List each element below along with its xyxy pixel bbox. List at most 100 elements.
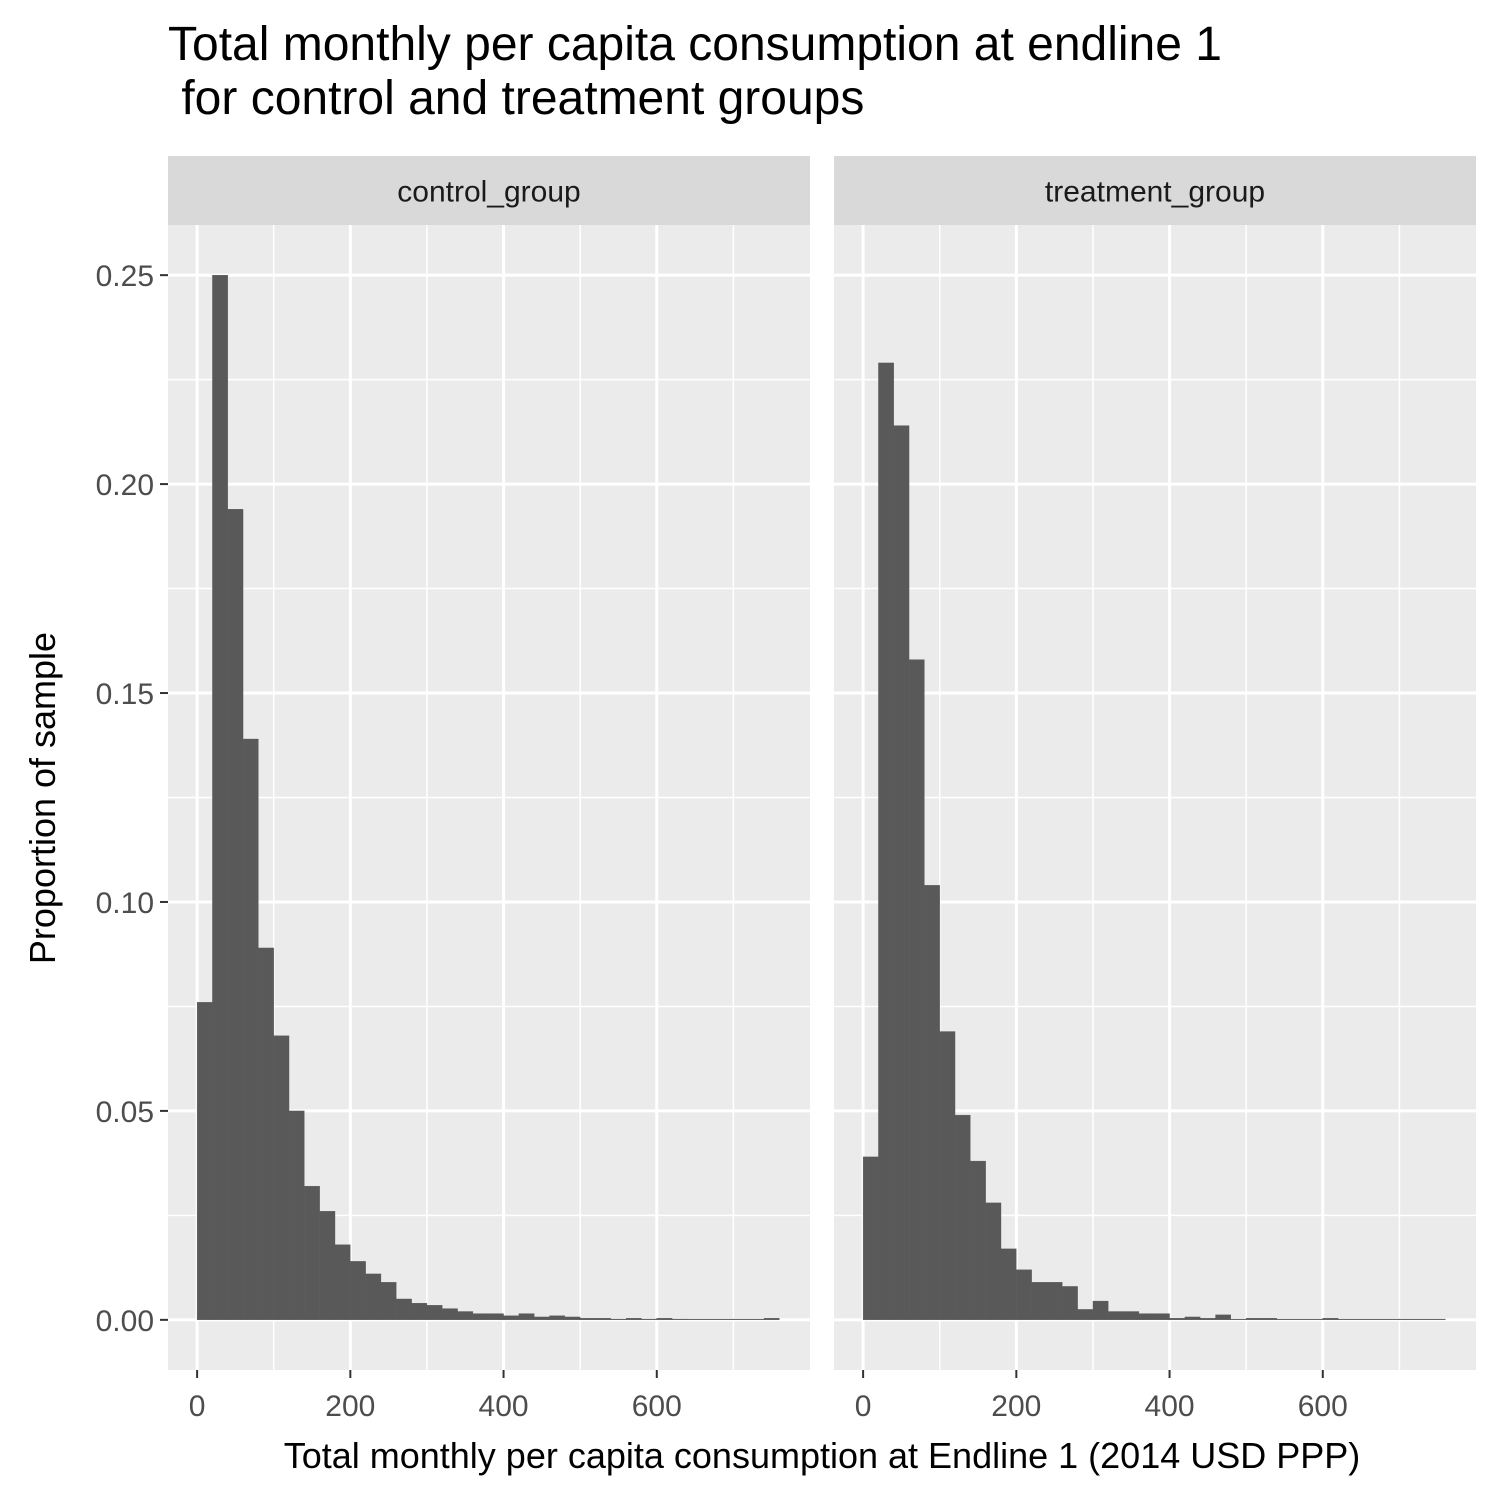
histogram-bar	[1077, 1309, 1094, 1321]
y-tick-label: 0.05	[96, 1096, 154, 1129]
histogram-bar	[671, 1318, 688, 1321]
x-tick-label: 0	[189, 1390, 206, 1423]
histogram-bar	[488, 1313, 504, 1321]
histogram-bar	[288, 1110, 305, 1321]
histogram-bar	[656, 1318, 673, 1321]
histogram-bar	[1154, 1313, 1170, 1321]
histogram-bar	[1123, 1311, 1140, 1321]
histogram-bar	[212, 274, 228, 1321]
histogram-bar	[893, 425, 910, 1321]
histogram-bar	[564, 1316, 581, 1321]
facet-strip-label: control_group	[397, 176, 580, 209]
histogram-bar	[380, 1282, 397, 1321]
histogram-bar	[534, 1316, 550, 1321]
x-tick-label: 400	[479, 1390, 529, 1423]
histogram-bar	[985, 1202, 1002, 1321]
histogram-bar	[273, 1035, 290, 1321]
x-tick-label: 400	[1145, 1390, 1195, 1423]
histogram-bar	[763, 1318, 780, 1321]
histogram-bar	[595, 1318, 611, 1321]
y-tick-label: 0.25	[96, 260, 154, 293]
histogram-bar	[1261, 1318, 1277, 1321]
histogram-bar	[733, 1318, 749, 1321]
histogram-bar	[717, 1318, 734, 1321]
x-tick-label: 600	[1298, 1390, 1348, 1423]
histogram-bar	[1291, 1318, 1308, 1321]
histogram-bar	[1046, 1282, 1063, 1321]
histogram-bar	[1230, 1318, 1247, 1321]
y-tick-label: 0.20	[96, 469, 154, 502]
histogram-bar	[1108, 1311, 1124, 1321]
histogram-bar	[939, 1031, 956, 1321]
facet-treatment_group: treatment_group 0 200 400 600	[834, 156, 1476, 1423]
histogram-bar	[702, 1318, 719, 1321]
y-tick-label: 0.15	[96, 678, 154, 711]
histogram-bar	[1246, 1318, 1262, 1321]
y-tick-label: 0.00	[96, 1305, 154, 1338]
histogram-bar	[1399, 1318, 1415, 1321]
histogram-bar	[580, 1318, 596, 1321]
histogram-bar	[954, 1114, 971, 1321]
histogram-bar	[1215, 1314, 1231, 1321]
histogram-bar	[472, 1313, 489, 1321]
x-tick-label: 200	[991, 1390, 1041, 1423]
histogram-bar	[457, 1311, 474, 1321]
histogram-bar	[1031, 1282, 1048, 1321]
histogram-bar	[334, 1244, 351, 1321]
x-tick-label: 600	[632, 1390, 682, 1423]
histogram-bar	[304, 1185, 320, 1321]
histogram-bar	[1016, 1269, 1032, 1321]
histogram-bar	[1000, 1248, 1017, 1321]
y-axis: 0.00 0.05 0.10 0.15 0.20 0.25	[96, 260, 168, 1338]
histogram-bar	[1429, 1318, 1446, 1321]
histogram-bar	[1169, 1318, 1186, 1321]
histogram-bar	[1368, 1318, 1385, 1321]
histogram-bar	[862, 1156, 879, 1321]
histogram-bar	[1322, 1318, 1339, 1321]
histogram-bar	[1276, 1318, 1293, 1321]
histogram-bar	[396, 1298, 412, 1321]
histogram-bars	[196, 274, 780, 1321]
chart-title: Total monthly per capita consumption at …	[168, 18, 1222, 125]
facet-panels: control_group 0 200 400 600 treatment_group 0 2…	[168, 156, 1476, 1423]
facet-strip	[168, 156, 810, 225]
histogram-bar	[227, 509, 244, 1321]
histogram-bar	[687, 1318, 703, 1321]
histogram-bar	[641, 1318, 657, 1321]
facet-strip	[834, 156, 1476, 225]
histogram-bar	[319, 1211, 336, 1321]
histogram-bar	[1307, 1318, 1323, 1321]
histogram-bar	[908, 659, 925, 1321]
x-tick-label: 200	[325, 1390, 375, 1423]
histogram-bar	[258, 947, 274, 1321]
y-axis-title: Proportion of sample	[22, 632, 63, 964]
histogram-bar	[1200, 1318, 1216, 1321]
histogram-bar	[1138, 1313, 1155, 1321]
x-tick-label: 0	[855, 1390, 872, 1423]
histogram-bar	[924, 885, 940, 1321]
histogram-bar	[1414, 1318, 1431, 1321]
histogram-bars	[862, 362, 1446, 1321]
histogram-bar	[242, 738, 259, 1321]
histogram-bar	[1383, 1318, 1400, 1321]
histogram-bar	[878, 362, 894, 1321]
histogram-bar	[365, 1273, 382, 1321]
histogram-bar	[503, 1315, 520, 1321]
histogram-bar	[518, 1313, 535, 1321]
facet-control_group: control_group 0 200 400 600	[168, 156, 810, 1423]
histogram-bar	[350, 1261, 366, 1321]
histogram-bar	[1353, 1318, 1369, 1321]
histogram-bar	[442, 1308, 458, 1321]
y-tick-label: 0.10	[96, 887, 154, 920]
histogram-bar	[1092, 1300, 1109, 1321]
histogram-bar	[625, 1318, 642, 1321]
histogram-bar	[1062, 1286, 1078, 1321]
histogram-bar	[411, 1302, 428, 1321]
facet-strip-label: treatment_group	[1045, 176, 1265, 209]
histogram-bar	[970, 1160, 986, 1321]
histogram-bar	[1337, 1318, 1354, 1321]
x-axis-title: Total monthly per capita consumption at …	[284, 1435, 1361, 1476]
histogram-bar	[610, 1318, 627, 1321]
histogram-bar	[426, 1305, 443, 1321]
